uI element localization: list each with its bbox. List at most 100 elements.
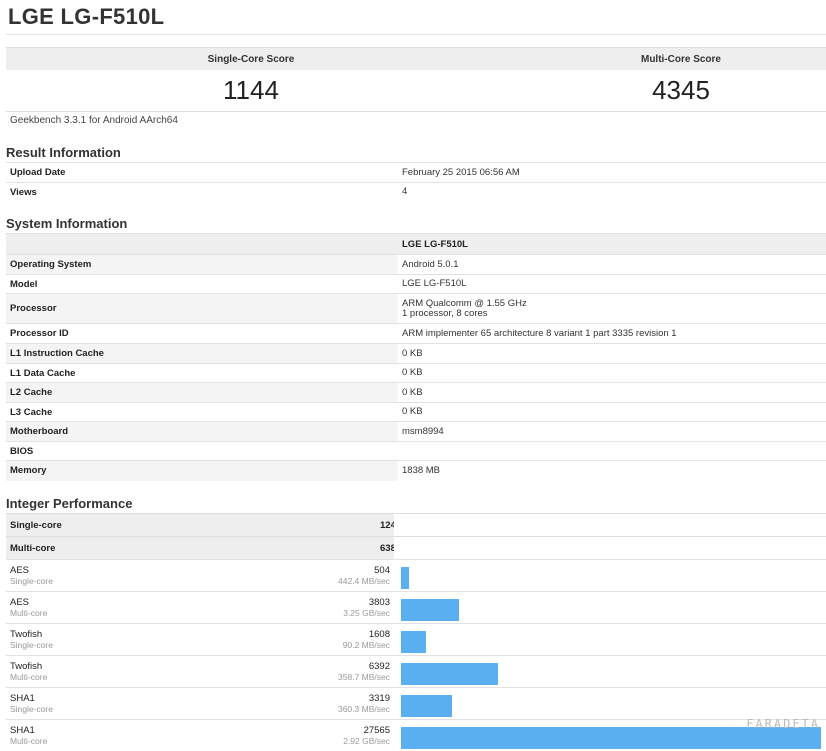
benchmark-name-score-line: AES 3803 xyxy=(6,597,394,608)
benchmark-name: AES xyxy=(10,565,30,576)
page-title: LGE LG-F510L xyxy=(8,4,165,29)
system-information-table: LGE LG-F510L Operating System Android 5.… xyxy=(6,233,826,481)
system-information-heading: System Information xyxy=(6,216,128,231)
processor-label: Processor xyxy=(6,293,398,324)
table-row: Memory 1838 MB xyxy=(6,460,826,481)
geekbench-version: Geekbench 3.3.1 for Android AArch64 xyxy=(10,115,178,126)
model-value: LGE LG-F510L xyxy=(398,274,826,294)
benchmark-mode: Multi-core xyxy=(10,736,48,746)
benchmark-name: SHA1 xyxy=(10,693,35,704)
table-row: Upload Date February 25 2015 06:56 AM xyxy=(6,162,826,183)
memory-label: Memory xyxy=(6,460,398,481)
score-header-row: Single-Core Score Multi-Core Score xyxy=(6,47,826,70)
l3-cache-label: L3 Cache xyxy=(6,402,398,422)
processor-id-label: Processor ID xyxy=(6,323,398,344)
benchmark-row: SHA1 27565 Multi-core 2.92 GB/sec xyxy=(6,719,826,751)
integer-single-core-summary: Single-core 1248 xyxy=(6,513,826,536)
benchmark-name-score-line: SHA1 3319 xyxy=(6,693,394,704)
score-panel: Single-Core Score Multi-Core Score 1144 … xyxy=(6,47,826,112)
memory-value: 1838 MB xyxy=(398,460,826,481)
integer-multi-core-label: Multi-core xyxy=(10,542,56,554)
benchmark-name: Twofish xyxy=(10,661,43,672)
table-row: L1 Instruction Cache 0 KB xyxy=(6,343,826,364)
summary-blank-area xyxy=(394,514,826,536)
benchmark-mode-rate-line: Single-core 90.2 MB/sec xyxy=(6,640,394,650)
benchmark-row: Twofish 1608 Single-core 90.2 MB/sec xyxy=(6,623,826,655)
benchmark-score: 3803 xyxy=(368,597,390,608)
benchmark-name: AES xyxy=(10,597,30,608)
benchmark-name-score-line: Twofish 1608 xyxy=(6,629,394,640)
watermark-logo: FARADETA xyxy=(746,717,820,731)
benchmark-info: Twofish 6392 Multi-core 358.7 MB/sec xyxy=(6,656,394,687)
views-value: 4 xyxy=(398,182,826,202)
l1-instruction-cache-label: L1 Instruction Cache xyxy=(6,343,398,364)
processor-model: ARM Qualcomm @ 1.55 GHz xyxy=(402,297,527,309)
os-value: Android 5.0.1 xyxy=(398,254,826,275)
integer-single-core-score: 1248 xyxy=(380,519,402,531)
table-row: L1 Data Cache 0 KB xyxy=(6,363,826,383)
result-information-table: Upload Date February 25 2015 06:56 AM Vi… xyxy=(6,162,826,202)
benchmark-bar-track xyxy=(394,656,826,687)
integer-multi-core-summary: Multi-core 6389 xyxy=(6,536,826,559)
multi-core-score-label: Multi-Core Score xyxy=(640,53,721,65)
upload-date-label: Upload Date xyxy=(6,162,398,183)
table-row: L3 Cache 0 KB xyxy=(6,402,826,422)
upload-date-value: February 25 2015 06:56 AM xyxy=(398,162,826,183)
benchmark-rate: 2.92 GB/sec xyxy=(343,736,390,746)
benchmark-info: AES 504 Single-core 442.4 MB/sec xyxy=(6,560,394,591)
views-label: Views xyxy=(6,182,398,202)
l1-data-cache-value: 0 KB xyxy=(398,363,826,383)
benchmark-name: SHA1 xyxy=(10,725,35,736)
benchmark-score-bar xyxy=(401,567,409,589)
benchmark-mode: Single-core xyxy=(10,576,53,586)
benchmark-score-bar xyxy=(401,695,452,717)
benchmark-name-score-line: Twofish 6392 xyxy=(6,661,394,672)
processor-id-value: ARM implementer 65 architecture 8 varian… xyxy=(398,323,826,344)
score-values-row: 1144 4345 xyxy=(6,70,826,112)
os-label: Operating System xyxy=(6,254,398,275)
benchmark-mode: Multi-core xyxy=(10,672,48,682)
integer-performance-table: Single-core 1248 Multi-core 6389 AES 504 S… xyxy=(6,513,826,751)
benchmark-rate: 442.4 MB/sec xyxy=(338,576,390,586)
benchmark-mode-rate-line: Multi-core 2.92 GB/sec xyxy=(6,736,394,746)
single-core-score-label: Single-Core Score xyxy=(207,53,295,65)
benchmark-bar-track xyxy=(394,624,826,655)
benchmark-score-bar xyxy=(401,599,459,621)
benchmark-score: 1608 xyxy=(368,629,390,640)
benchmark-bar-track xyxy=(394,592,826,623)
benchmark-mode-rate-line: Multi-core 358.7 MB/sec xyxy=(6,672,394,682)
table-row: Motherboard msm8994 xyxy=(6,421,826,442)
benchmark-info: Twofish 1608 Single-core 90.2 MB/sec xyxy=(6,624,394,655)
l2-cache-value: 0 KB xyxy=(398,382,826,403)
benchmark-mode-rate-line: Multi-core 3.25 GB/sec xyxy=(6,608,394,618)
benchmark-info: SHA1 3319 Single-core 360.3 MB/sec xyxy=(6,688,394,719)
benchmark-rate: 358.7 MB/sec xyxy=(338,672,390,682)
table-header-row: LGE LG-F510L xyxy=(6,233,826,255)
l1-instruction-cache-value: 0 KB xyxy=(398,343,826,364)
benchmark-score: 3319 xyxy=(368,693,390,704)
table-row: BIOS xyxy=(6,441,826,461)
table-row: Operating System Android 5.0.1 xyxy=(6,254,826,275)
benchmark-score: 504 xyxy=(374,565,390,576)
benchmark-row: SHA1 3319 Single-core 360.3 MB/sec xyxy=(6,687,826,719)
benchmark-name-score-line: SHA1 27565 xyxy=(6,725,394,736)
l1-data-cache-label: L1 Data Cache xyxy=(6,363,398,383)
benchmark-row: AES 504 Single-core 442.4 MB/sec xyxy=(6,559,826,591)
motherboard-label: Motherboard xyxy=(6,421,398,442)
benchmark-rows: AES 504 Single-core 442.4 MB/sec AES 3803 Mult… xyxy=(6,559,826,751)
benchmark-bar-track xyxy=(394,560,826,591)
benchmark-mode-rate-line: Single-core 360.3 MB/sec xyxy=(6,704,394,714)
processor-value: ARM Qualcomm @ 1.55 GHz 1 processor, 8 c… xyxy=(398,293,826,324)
benchmark-mode: Single-core xyxy=(10,640,53,650)
multi-core-score-value: 4345 xyxy=(652,75,710,105)
summary-blank-area xyxy=(394,537,826,559)
table-row: Processor ARM Qualcomm @ 1.55 GHz 1 proc… xyxy=(6,293,826,324)
benchmark-bar-track xyxy=(394,688,826,719)
benchmark-info: AES 3803 Multi-core 3.25 GB/sec xyxy=(6,592,394,623)
system-device-name: LGE LG-F510L xyxy=(398,233,826,255)
benchmark-row: Twofish 6392 Multi-core 358.7 MB/sec xyxy=(6,655,826,687)
benchmark-name: Twofish xyxy=(10,629,43,640)
benchmark-rate: 90.2 MB/sec xyxy=(342,640,390,650)
benchmark-score-bar xyxy=(401,663,498,685)
bios-value xyxy=(398,441,826,461)
